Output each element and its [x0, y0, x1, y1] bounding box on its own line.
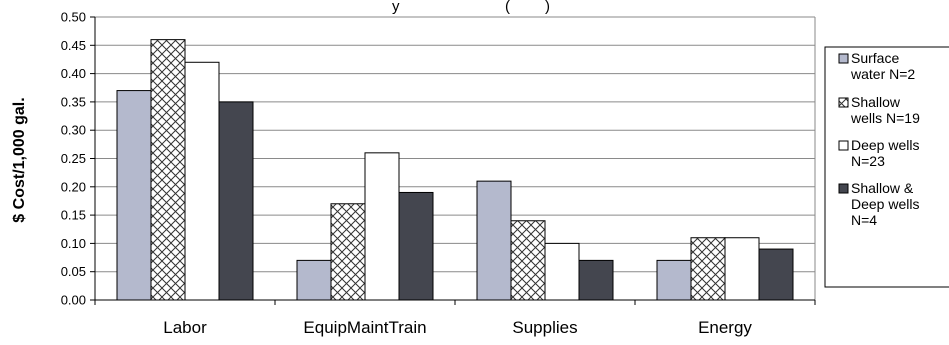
- y-tick-label: 0.35: [61, 94, 86, 109]
- bar: [476, 180, 512, 301]
- y-tick-label: 0.20: [61, 179, 86, 194]
- category-label: Supplies: [512, 318, 577, 337]
- category-label: EquipMaintTrain: [303, 318, 426, 337]
- category-label: Labor: [163, 318, 207, 337]
- legend-label: N=4: [851, 212, 877, 228]
- legend-label: Deep wells: [851, 196, 919, 212]
- y-axis-label: $ Cost/1,000 gal.: [11, 97, 28, 222]
- title-fragment-2: (: [505, 0, 510, 15]
- y-axis-ticks: 0.00 0.05 0.10 0.15 0.20 0.25 0.30 0.35 0.40 0.45…: [61, 10, 95, 308]
- y-tick-label: 0.45: [61, 38, 86, 53]
- y-tick-label: 0.30: [61, 123, 86, 138]
- legend-label: Shallow &: [851, 180, 914, 196]
- y-tick-label: 0.40: [61, 66, 86, 81]
- legend-label: Surface: [851, 50, 899, 66]
- category-labels: Labor EquipMaintTrain Supplies Energy: [94, 300, 816, 337]
- category-label: Energy: [698, 318, 752, 337]
- bar: [218, 101, 254, 301]
- bar: [656, 259, 692, 301]
- y-tick-label: 0.10: [61, 236, 86, 251]
- bar: [544, 242, 580, 301]
- legend-swatch: [838, 183, 849, 194]
- bar: [724, 237, 760, 301]
- bar: [296, 259, 332, 301]
- legend-box: [824, 46, 949, 288]
- bar: [758, 248, 794, 301]
- y-tick-label: 0.05: [61, 264, 86, 279]
- y-tick-label: 0.15: [61, 208, 86, 223]
- legend-label: wells N=19: [850, 110, 920, 126]
- title-fragment-1: y: [392, 0, 400, 15]
- legend-swatch: [838, 140, 849, 151]
- bar: [690, 237, 726, 301]
- y-tick-label: 0.25: [61, 151, 86, 166]
- y-tick-label: 0.50: [61, 10, 86, 25]
- y-tick-label: 0.00: [61, 293, 86, 308]
- legend-label: Shallow: [851, 94, 901, 110]
- title-fragment-3: ): [545, 0, 550, 15]
- legend-swatch: [838, 53, 849, 64]
- bar: [398, 191, 434, 301]
- legend-label: Deep wells: [851, 137, 919, 153]
- legend-label: water N=2: [850, 66, 915, 82]
- legend-swatch: [838, 97, 849, 108]
- bar: [510, 220, 546, 301]
- bar: [578, 259, 614, 301]
- bar: [364, 152, 400, 301]
- bar: [184, 61, 220, 301]
- chart-title-fragments: y ( ): [392, 0, 550, 15]
- legend-label: N=23: [851, 153, 885, 169]
- bar: [330, 203, 366, 301]
- bars: [116, 39, 794, 301]
- bar: [150, 39, 186, 301]
- bar: [116, 90, 152, 301]
